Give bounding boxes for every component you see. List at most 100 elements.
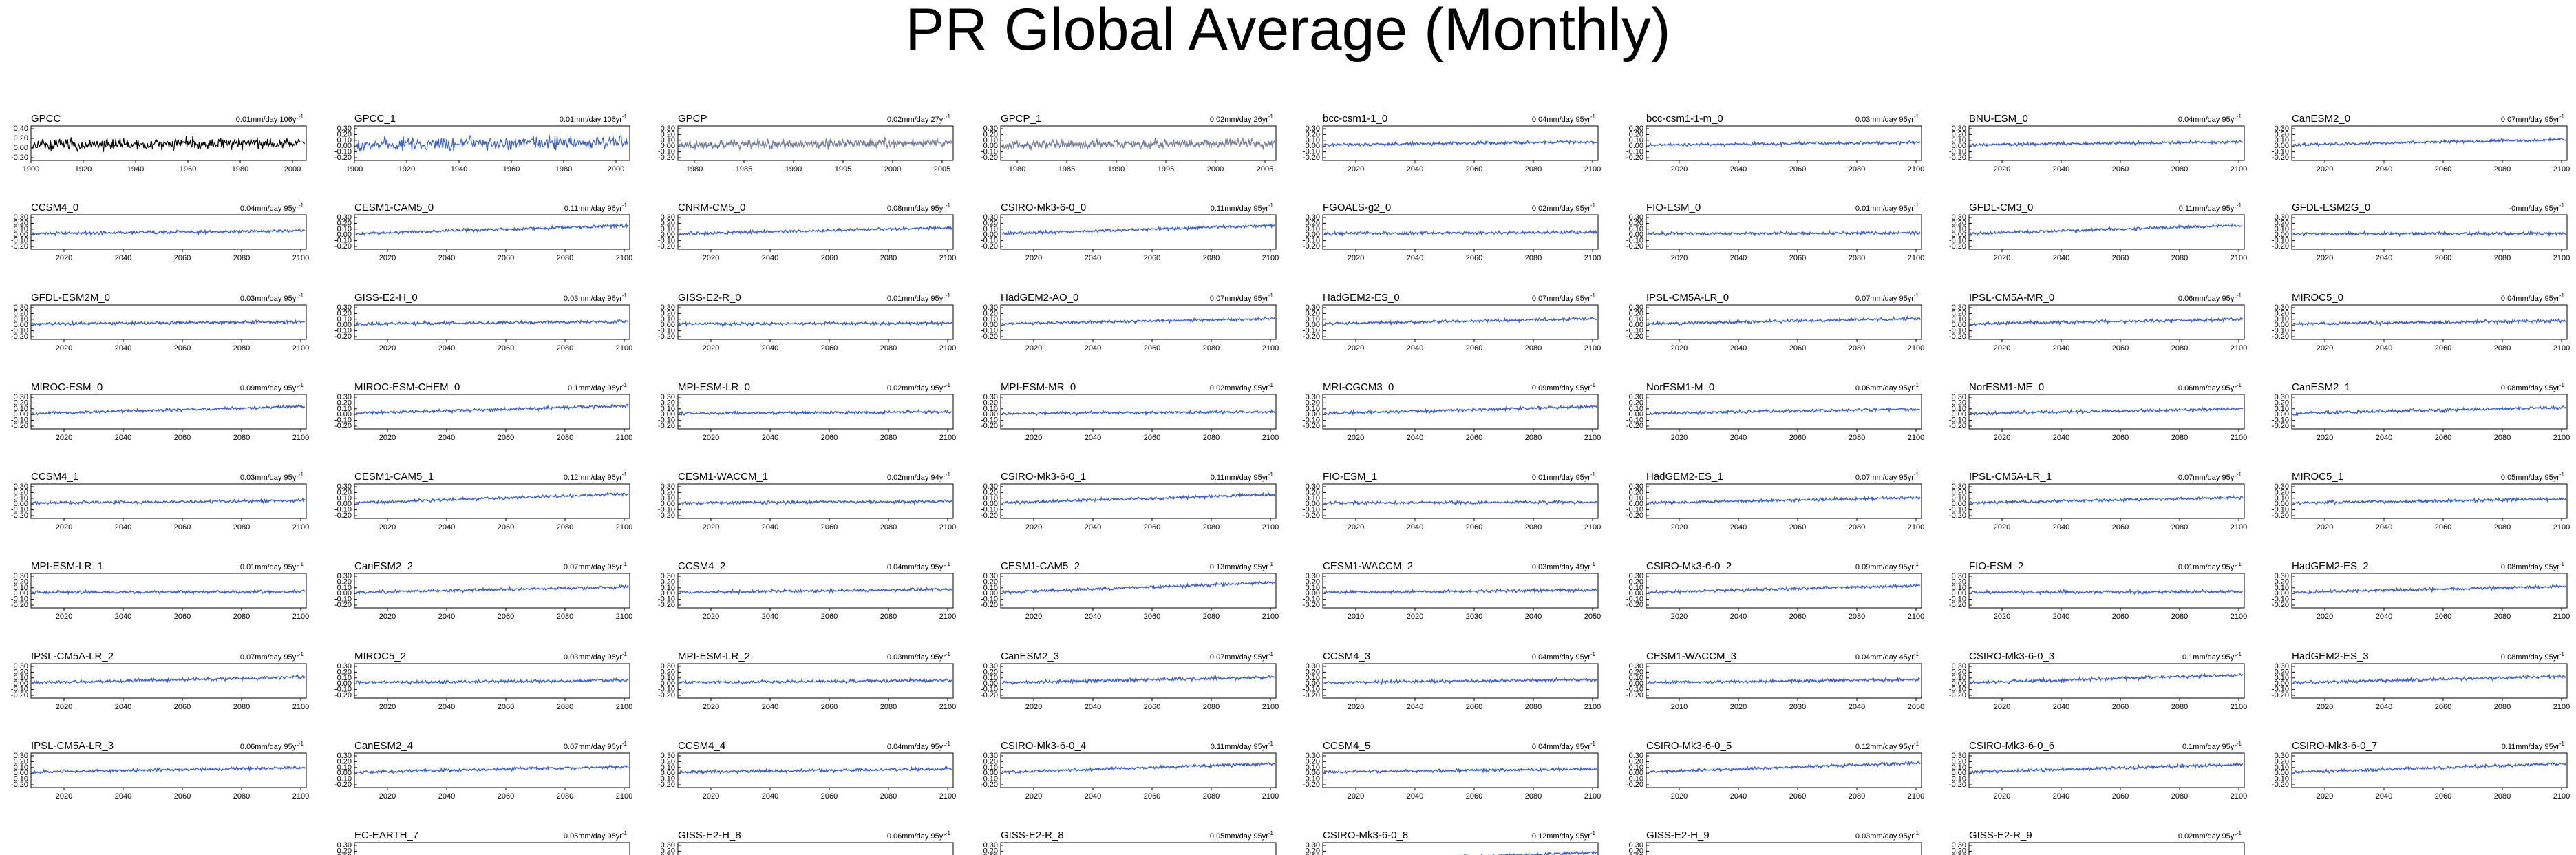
plot-frame [354, 842, 630, 855]
panel-ipsl-cm5a-lr-3: IPSL-CM5A-LR_3 0.06mm/day 95yr-10.300.200… [11, 740, 309, 801]
y-tick-label: -0.20 [658, 511, 675, 520]
x-tick-label: 2040 [2053, 344, 2069, 352]
trend-rate-label: 0.06mm/day 95yr-1 [2178, 382, 2242, 392]
y-tick-label: -0.20 [981, 781, 998, 789]
x-tick-label: 2080 [233, 703, 250, 711]
x-tick-label: 1995 [835, 165, 851, 173]
y-tick-label: -0.10 [981, 506, 998, 514]
y-tick-label: 0.30 [14, 662, 28, 671]
y-tick-label: 0.00 [983, 321, 998, 329]
x-tick-label: 2100 [2553, 703, 2570, 711]
y-tick-label: 0.30 [1306, 393, 1320, 401]
y-tick-label: 0.00 [1952, 231, 1966, 239]
y-tick-label: -0.20 [1303, 242, 1320, 251]
plot-frame [1968, 842, 2245, 855]
series-line [1970, 222, 2244, 237]
x-tick-label: 2080 [557, 523, 573, 531]
panel-miroc5-0: MIROC5_0 0.04mm/day 95yr-1 0.300.200.100.0… [2272, 292, 2570, 352]
y-tick-label: 0.10 [983, 494, 998, 503]
panel-miroc5-2: MIROC5_2 0.03mm/day 95yr-1 0.300.200.100.0… [334, 651, 632, 711]
x-tick-label: 2080 [2494, 254, 2511, 262]
x-tick-label: 2040 [762, 523, 778, 531]
x-tick-label: 2020 [56, 254, 72, 262]
panel-title: CSIRO-Mk3-6-0_1 [1001, 471, 1086, 483]
series-line [1001, 675, 1275, 686]
y-tick-label: 0.20 [2275, 130, 2289, 138]
y-tick-label: 0.10 [337, 315, 352, 324]
x-tick-label: 2080 [2494, 703, 2511, 711]
x-tick-label: 2060 [1144, 792, 1160, 801]
x-tick-label: 2020 [1348, 165, 1364, 173]
x-tick-label: 2080 [1203, 613, 1220, 621]
x-tick-label: 2020 [1994, 523, 2010, 531]
panel-ipsl-cm5a-lr-0: IPSL-CM5A-LR_0 0.07mm/day 95yr-10.300.200… [1626, 292, 1924, 352]
x-tick-label: 2080 [2171, 344, 2188, 352]
series-line [2292, 230, 2566, 237]
x-tick-label: 2040 [762, 254, 778, 262]
x-tick-label: 2060 [174, 613, 191, 621]
plot-frame [1322, 483, 1599, 519]
plot-frame [1000, 842, 1277, 855]
x-tick-label: 1960 [503, 165, 520, 173]
y-tick-label: 0.00 [661, 769, 675, 777]
series-line [1324, 316, 1597, 326]
trend-rate-label: 0.1mm/day 95yr-1 [568, 382, 628, 392]
x-tick-label: 2040 [115, 254, 131, 262]
plot-frame [1968, 573, 2245, 609]
y-tick-label: 0.20 [337, 130, 352, 138]
plot-frame [1646, 483, 1922, 519]
x-tick-label: 2100 [292, 523, 309, 531]
y-tick-label: 0.00 [1306, 321, 1320, 329]
x-tick-label: 1960 [180, 165, 196, 173]
panel-title: CESM1-CAM5_1 [354, 471, 434, 483]
x-tick-label: 2020 [2317, 434, 2333, 442]
x-tick-label: 2080 [557, 344, 573, 352]
y-tick-label: -0.10 [981, 686, 998, 694]
y-tick-label: 0.20 [1629, 309, 1643, 317]
x-tick-label: 2080 [880, 344, 897, 352]
y-tick-label: 0.30 [983, 662, 998, 671]
x-tick-label: 2100 [1262, 792, 1279, 801]
x-tick-label: 2080 [1203, 254, 1220, 262]
y-tick-label: -0.10 [1949, 416, 1966, 425]
x-tick-label: 2040 [2376, 254, 2392, 262]
x-tick-label: 2100 [2231, 434, 2247, 442]
x-tick-label: 2080 [1525, 792, 1542, 801]
x-tick-label: 2050 [1908, 703, 1924, 711]
trend-rate-label: 0.03mm/day 95yr-1 [1855, 830, 1919, 841]
y-tick-label: 0.30 [661, 213, 675, 222]
panel-title: HadGEM2-ES_2 [2292, 560, 2369, 572]
plot-frame [2291, 483, 2568, 519]
y-tick-label: -0.10 [1949, 237, 1966, 245]
trend-rate-label: 0.03mm/day 95yr-1 [240, 472, 304, 482]
panel-title: IPSL-CM5A-LR_0 [1646, 292, 1729, 304]
x-tick-label: 2080 [1525, 703, 1542, 711]
y-tick-label: 0.10 [1306, 674, 1320, 682]
x-tick-label: 2040 [1407, 703, 1423, 711]
x-tick-label: 1990 [1108, 165, 1125, 173]
x-tick-label: 2040 [1407, 523, 1423, 531]
y-tick-label: 0.20 [14, 309, 28, 317]
y-tick-label: 0.10 [1306, 315, 1320, 324]
y-tick-label: 0.00 [1629, 410, 1643, 419]
trend-rate-label: 0.06mm/day 95yr-1 [1855, 382, 1919, 392]
x-tick-label: 2080 [2494, 613, 2511, 621]
x-tick-label: 2080 [233, 613, 250, 621]
y-tick-label: 0.30 [661, 841, 675, 849]
y-tick-label: 0.10 [14, 494, 28, 503]
panel-title: GISS-E2-H_8 [678, 830, 741, 841]
plot-frame [354, 394, 630, 430]
panel-title: MPI-ESM-LR_0 [678, 381, 750, 393]
panel-cesm1-cam5-2: CESM1-CAM5_2 0.13mm/day 95yr-1 0.300.200.1… [981, 560, 1279, 621]
x-tick-label: 2040 [762, 703, 778, 711]
x-tick-label: 2060 [2112, 434, 2129, 442]
series-line [32, 228, 306, 237]
series-line [355, 403, 629, 416]
y-tick-label: 0.00 [2275, 500, 2289, 508]
x-tick-label: 2060 [2435, 165, 2451, 173]
y-tick-label: 0.30 [1952, 841, 1966, 849]
y-tick-label: 0.30 [1952, 125, 1966, 133]
x-tick-label: 2100 [2553, 613, 2570, 621]
panel-title: CSIRO-Mk3-6-0_7 [2292, 740, 2377, 752]
series-line [2292, 136, 2566, 147]
